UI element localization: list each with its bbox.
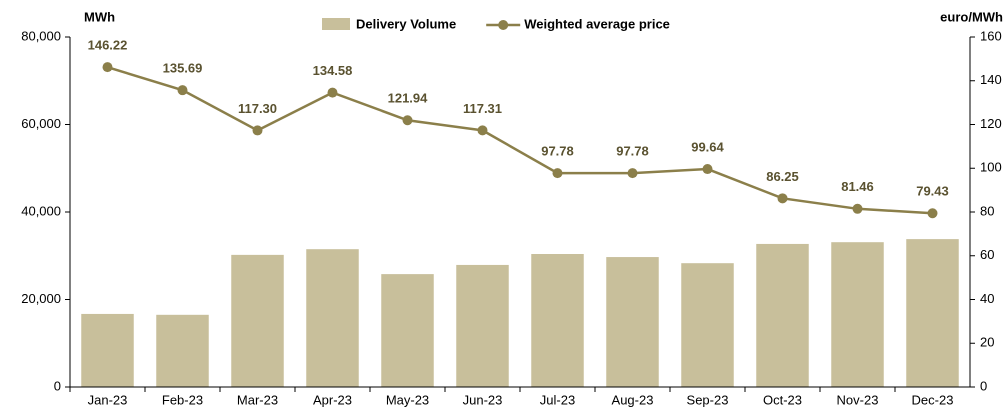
y2-tick-label: 0 [980, 378, 987, 393]
bar [531, 254, 584, 387]
data-label: 79.43 [916, 184, 949, 199]
y2-tick-label: 160 [980, 28, 1002, 43]
data-label: 134.58 [313, 63, 353, 78]
legend-label: Weighted average price [524, 16, 670, 31]
data-label: 146.22 [88, 38, 128, 53]
y-tick-label: 20,000 [21, 291, 61, 306]
x-tick-label: Sep-23 [687, 392, 729, 407]
x-tick-label: Feb-23 [162, 392, 203, 407]
legend-label: Delivery Volume [356, 16, 456, 31]
y-tick-label: 0 [54, 378, 61, 393]
bar [831, 242, 884, 387]
line-marker [777, 193, 788, 204]
bar [231, 254, 284, 387]
line [107, 65, 933, 215]
data-label: 117.30 [238, 101, 277, 116]
y2-tick-label: 100 [980, 160, 1002, 175]
y2-tick-label: 40 [980, 291, 994, 306]
y2-tick-label: 140 [980, 72, 1002, 87]
data-label: 135.69 [163, 61, 203, 76]
y-tick-label: 80,000 [21, 28, 61, 43]
bar [156, 314, 209, 387]
y-tick-label: 60,000 [21, 116, 61, 131]
x-tick-label: Jul-23 [540, 392, 575, 407]
bar [456, 264, 509, 387]
y2-tick-label: 80 [980, 203, 994, 218]
data-label: 81.46 [841, 179, 874, 194]
x-tick-label: Dec-23 [912, 392, 954, 407]
y2-tick-label: 20 [980, 335, 994, 350]
line-marker [252, 125, 263, 136]
y-axis-title: MWh [84, 9, 115, 24]
data-label: 99.64 [691, 139, 724, 154]
x-tick-label: Apr-23 [313, 392, 352, 407]
line-marker [852, 203, 863, 214]
data-label: 97.78 [541, 144, 574, 159]
line-marker [402, 115, 413, 126]
bar [906, 239, 959, 387]
x-tick-label: May-23 [386, 392, 429, 407]
line-marker [927, 208, 938, 219]
bar [756, 243, 809, 387]
bar [81, 313, 134, 387]
line-marker [702, 164, 713, 175]
y2-tick-label: 120 [980, 116, 1002, 131]
bar [381, 274, 434, 387]
x-tick-label: Mar-23 [237, 392, 278, 407]
legend-swatch [322, 18, 350, 30]
line-marker [327, 87, 338, 98]
bar [306, 249, 359, 387]
line-marker [102, 62, 113, 73]
data-label: 97.78 [616, 144, 649, 159]
bar [606, 257, 659, 387]
line-marker [177, 85, 188, 96]
y2-tick-label: 60 [980, 247, 994, 262]
data-label: 121.94 [388, 91, 429, 106]
data-label: 117.31 [463, 101, 502, 116]
y2-axis-title: euro/MWh [940, 9, 1003, 24]
x-tick-label: Nov-23 [837, 392, 879, 407]
x-tick-label: Jan-23 [88, 392, 128, 407]
x-tick-label: Oct-23 [763, 392, 802, 407]
x-tick-label: Jun-23 [463, 392, 503, 407]
line-marker [552, 168, 563, 179]
line-marker [477, 125, 488, 136]
y-tick-label: 40,000 [21, 203, 61, 218]
bar [681, 263, 734, 387]
legend-marker [498, 20, 509, 30]
x-tick-label: Aug-23 [612, 392, 654, 407]
data-label: 86.25 [766, 169, 799, 184]
line-marker [627, 168, 638, 179]
